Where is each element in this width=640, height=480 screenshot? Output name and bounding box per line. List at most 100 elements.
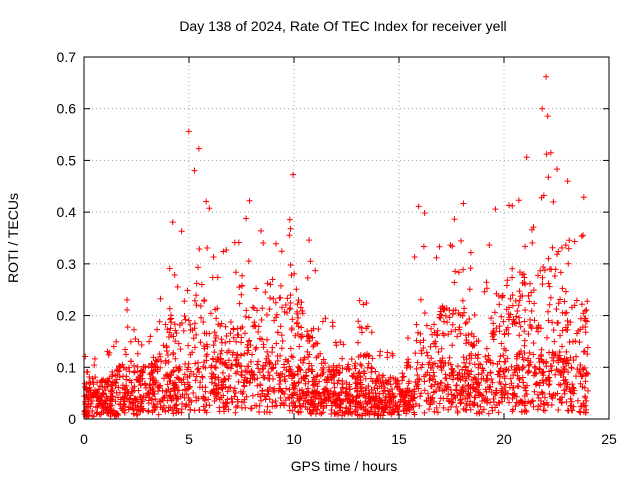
data-point: [457, 330, 464, 337]
data-point: [376, 383, 383, 390]
data-point: [276, 295, 283, 302]
data-point: [234, 403, 241, 410]
data-point: [168, 319, 175, 326]
data-point: [313, 391, 320, 398]
data-point: [579, 372, 586, 379]
data-point: [446, 354, 453, 361]
data-point: [195, 365, 202, 372]
data-point: [415, 203, 422, 210]
data-point: [185, 317, 192, 324]
data-point: [358, 388, 365, 395]
data-point: [138, 367, 145, 374]
x-tick-label: 20: [496, 431, 512, 447]
data-point: [286, 386, 293, 393]
data-point: [524, 357, 531, 364]
data-point: [562, 242, 569, 249]
data-point: [513, 355, 520, 362]
data-point: [155, 411, 162, 418]
data-point: [581, 348, 588, 355]
data-point: [255, 323, 262, 330]
data-point: [192, 360, 199, 367]
data-point: [547, 294, 554, 301]
data-point: [269, 403, 276, 410]
data-point: [312, 267, 319, 274]
data-point: [418, 350, 425, 357]
data-point: [98, 401, 105, 408]
data-point: [325, 391, 332, 398]
data-point: [425, 361, 432, 368]
data-point: [353, 395, 360, 402]
data-point: [329, 391, 336, 398]
data-point: [555, 248, 562, 255]
data-point: [463, 407, 470, 414]
data-point: [505, 316, 512, 323]
data-point: [345, 391, 352, 398]
data-point: [516, 319, 523, 326]
data-point: [394, 408, 401, 415]
data-point: [428, 355, 435, 362]
x-tick-label: 5: [185, 431, 193, 447]
data-point: [362, 352, 369, 359]
data-point: [227, 384, 234, 391]
x-tick-label: 0: [80, 431, 88, 447]
data-point: [114, 366, 121, 373]
data-point: [436, 243, 443, 250]
data-point: [145, 390, 152, 397]
data-point: [563, 348, 570, 355]
data-point: [277, 282, 284, 289]
data-point: [482, 353, 489, 360]
data-point: [131, 368, 138, 375]
data-point: [559, 327, 566, 334]
data-point: [180, 376, 187, 383]
data-point: [191, 407, 198, 414]
data-point: [319, 366, 326, 373]
data-point: [304, 385, 311, 392]
data-point: [309, 334, 316, 341]
data-point: [263, 311, 270, 318]
data-point: [456, 370, 463, 377]
data-point: [253, 285, 260, 292]
data-point: [271, 388, 278, 395]
data-point: [176, 322, 183, 329]
data-point: [272, 361, 279, 368]
data-point: [316, 378, 323, 385]
data-point: [530, 351, 537, 358]
data-point: [377, 348, 384, 355]
data-point: [288, 391, 295, 398]
data-point: [540, 407, 547, 414]
data-point: [287, 225, 294, 232]
data-point: [574, 366, 581, 373]
data-point: [243, 393, 250, 400]
data-point: [540, 380, 547, 387]
data-point: [491, 309, 498, 316]
data-point: [387, 403, 394, 410]
data-point: [582, 378, 589, 385]
data-point: [254, 361, 261, 368]
data-point: [392, 380, 399, 387]
data-point: [132, 335, 139, 342]
data-point: [175, 340, 182, 347]
data-point: [185, 384, 192, 391]
data-point: [576, 408, 583, 415]
data-point: [373, 393, 380, 400]
data-point: [298, 324, 305, 331]
data-point: [295, 408, 302, 415]
data-point: [484, 372, 491, 379]
data-point: [541, 267, 548, 274]
data-point: [178, 228, 185, 235]
data-point: [552, 371, 559, 378]
data-point: [112, 398, 119, 405]
data-point: [427, 343, 434, 350]
data-point: [407, 398, 414, 405]
data-point: [178, 379, 185, 386]
data-point: [250, 372, 257, 379]
data-point: [269, 376, 276, 383]
data-point: [193, 292, 200, 299]
data-point: [319, 371, 326, 378]
data-point: [532, 381, 539, 388]
data-point: [424, 369, 431, 376]
data-point: [377, 378, 384, 385]
data-point: [578, 233, 585, 240]
data-point: [563, 379, 570, 386]
data-point: [468, 368, 475, 375]
